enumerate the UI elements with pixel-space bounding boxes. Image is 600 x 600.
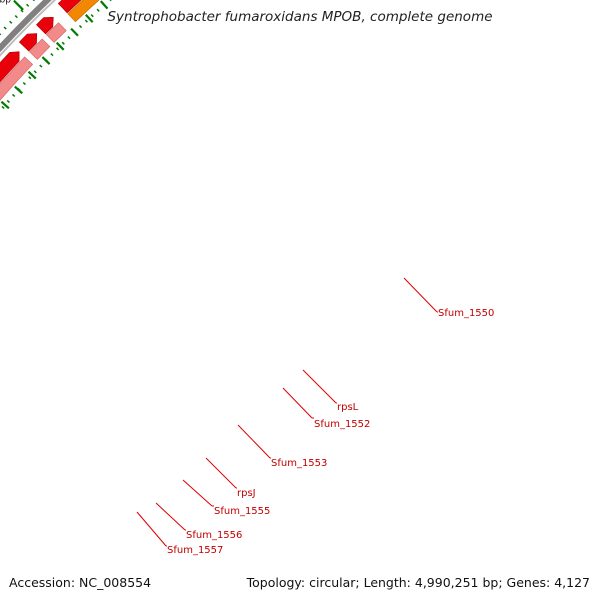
inner-ruler-tick <box>41 56 51 65</box>
gene-label-leader <box>403 277 438 313</box>
gene-label: Sfum_1557 <box>167 545 223 556</box>
gene-box-sfum-1550-inner <box>67 0 100 23</box>
gene-label-leader <box>182 479 213 507</box>
gene-label: Sfum_1555 <box>214 506 270 517</box>
outer-ruler-ring <box>0 0 36 36</box>
inner-ruler-tick <box>14 85 23 95</box>
gene-box-inner-2 <box>0 56 34 101</box>
gene-arrow-sfum-1552 <box>18 33 38 52</box>
gene-label: Sfum_1553 <box>271 458 327 469</box>
genome-backbone <box>0 0 52 53</box>
inner-ruler-tick <box>70 27 79 37</box>
gene-arrow-rpsl <box>36 16 54 35</box>
inner-ruler-tick <box>55 41 65 51</box>
gene-box-inner-0 <box>45 22 67 43</box>
gene-label: Sfum_1552 <box>314 419 370 430</box>
inner-ruler-ring <box>0 0 113 114</box>
gene-label-leader <box>205 457 237 489</box>
inner-ruler-tick <box>0 100 10 110</box>
gene-arrow-sfum-1550 <box>57 0 82 14</box>
gene-label-leader <box>237 424 271 459</box>
gene-label: Sfum_1556 <box>186 530 242 541</box>
gene-label-leader <box>282 387 313 419</box>
gene-label: rpsL <box>337 402 359 413</box>
genome-backbone-shade <box>0 0 57 57</box>
genome-title: Syntrophobacter fumaroxidans MPOB, compl… <box>107 9 493 25</box>
gene-arrow-sfum-1553 <box>0 51 20 83</box>
inner-ruler-tick <box>99 0 109 10</box>
inner-ruler-tick <box>27 70 37 80</box>
inner-ruler-tick <box>84 13 94 23</box>
gene-label-leader <box>155 502 186 531</box>
gene-label-leader <box>302 369 337 404</box>
gene-box-inner-1 <box>29 38 51 60</box>
ruler-tick <box>13 0 24 11</box>
genome-summary: Topology: circular; Length: 4,990,251 bp… <box>246 575 590 590</box>
gene-label: rpsJ <box>237 488 256 499</box>
accession-label: Accession: NC_008554 <box>9 575 152 590</box>
ruler-tick-label: 1918 kbp <box>0 0 11 6</box>
gene-label-leader <box>136 511 167 547</box>
gene-label: Sfum_1550 <box>438 308 494 319</box>
